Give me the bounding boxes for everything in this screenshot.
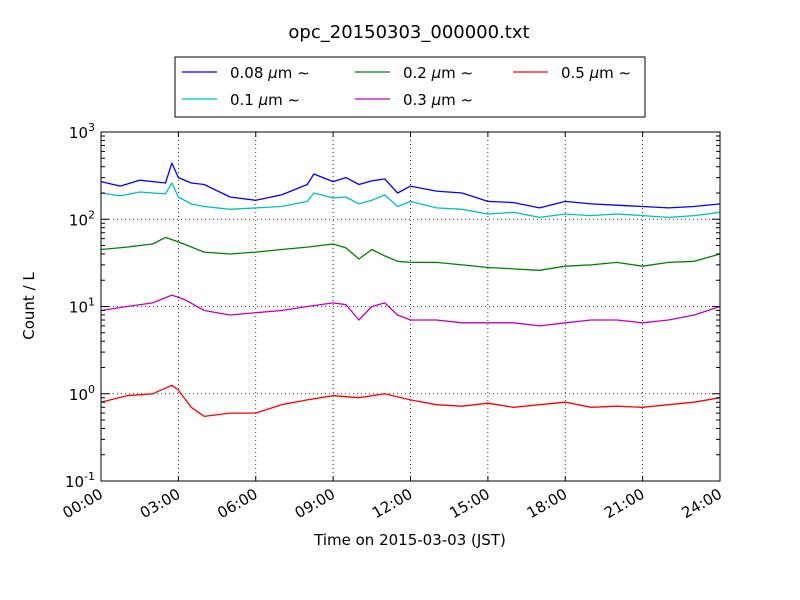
y-axis-label: Count / L [20,272,38,340]
legend-label: 0.08 μm ∼ [230,64,310,82]
y-tick-labels: 10-1 100 101 102 103 [65,121,95,491]
chart-title: opc_20150303_000000.txt [288,22,529,43]
legend-frame [174,56,646,118]
series-line-0-1 [100,182,721,219]
legend-label: 0.3 μm ∼ [403,91,473,109]
plot-area [101,132,720,481]
x-axis-label: Time on 2015-03-03 (JST) [313,531,506,549]
y-tick-label: 102 [69,208,95,229]
y-tick-label: 101 [69,296,95,317]
y-tick-label: 10-1 [65,470,95,491]
axis-ticks [100,131,721,482]
legend: 0.08 μm ∼ 0.1 μm ∼ 0.2 μm ∼ 0.3 μm ∼ 0.5 μm … [174,56,646,118]
legend-label: 0.2 μm ∼ [403,64,473,82]
series-lines [100,162,721,418]
legend-label: 0.5 μm ∼ [561,64,631,82]
series-line-0-3 [100,294,721,327]
y-tick-label: 100 [69,383,95,404]
series-line-0-2 [100,236,721,271]
y-tick-label: 103 [69,121,95,142]
series-line-0-08 [100,162,721,209]
series-line-0-5 [100,384,721,418]
legend-label: 0.1 μm ∼ [230,91,300,109]
